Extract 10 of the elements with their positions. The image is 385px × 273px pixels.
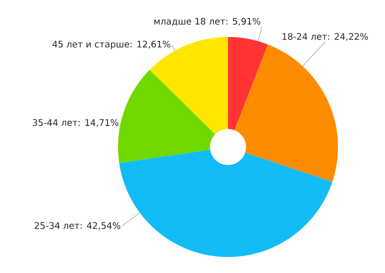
slice-label: 45 лет и старше	[52, 40, 130, 50]
slice-label: 18-24 лет	[282, 33, 327, 40]
data-label: : 5,91%	[226, 18, 260, 26]
slice-label: 35-44 лет	[32, 119, 78, 126]
data-label: : 14,71%	[78, 119, 118, 127]
data-label: : 12,61%	[130, 40, 170, 48]
slice-label: младше 18 лет	[154, 18, 226, 26]
data-label: : 24,22%	[328, 33, 368, 41]
data-label: : 42,54%	[80, 222, 120, 230]
slice-label: 25-34 лет	[34, 222, 80, 229]
